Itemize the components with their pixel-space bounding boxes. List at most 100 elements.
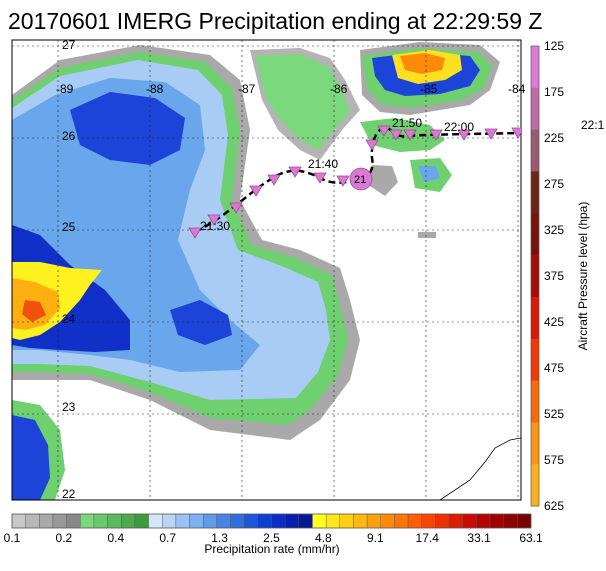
precip-color-swatch — [66, 513, 81, 529]
lat-label: 27 — [62, 38, 76, 52]
precip-color-swatch — [39, 513, 54, 529]
precip-tick-label: 63.1 — [519, 531, 543, 545]
precip-color-swatch — [230, 513, 245, 529]
pressure-color-swatch — [531, 296, 539, 340]
precip-tick-label: 33.1 — [467, 531, 491, 545]
pressure-tick-label: 375 — [544, 269, 564, 283]
precip-tick-labels: 0.1 0.2 0.4 0.7 1.3 2.5 4.8 9.1 17.4 33.1 63.1 — [4, 531, 543, 545]
pressure-tick-label: 475 — [544, 361, 564, 375]
precip-tick-label: 9.1 — [367, 531, 384, 545]
track-marker — [313, 172, 327, 184]
pressure-color-swatch — [531, 464, 539, 507]
precip-color-swatch — [52, 513, 67, 529]
lat-label: 23 — [62, 400, 76, 414]
precip-tick-label: 4.8 — [315, 531, 332, 545]
lon-label: -85 — [420, 82, 438, 96]
pressure-tick-label: 625 — [544, 499, 564, 513]
precip-color-swatch — [11, 513, 26, 529]
track-markers — [188, 125, 521, 239]
latitude-labels: 27 26 25 24 23 22 — [62, 38, 76, 501]
precip-color-swatch — [353, 513, 368, 529]
precip-color-swatch — [394, 513, 409, 529]
pressure-tick-label: 525 — [544, 407, 564, 421]
longitude-labels: -89 -88 -87 -86 -85 -84 — [56, 82, 526, 96]
track-marker — [249, 185, 263, 197]
pressure-tick-label: 175 — [544, 85, 564, 99]
track-marker — [377, 125, 391, 137]
pressure-colorbar-label: Aircraft Pressure level (hpa) — [576, 202, 590, 351]
overflow-time-label: 22:1 — [581, 118, 605, 132]
pressure-tick-label: 325 — [544, 223, 564, 237]
precip-color-swatch — [462, 513, 477, 529]
pressure-tick-label: 275 — [544, 177, 564, 191]
track-marker — [389, 129, 403, 141]
precip-color-swatch — [407, 513, 422, 529]
pressure-color-swatch — [531, 255, 539, 298]
precip-color-swatch — [189, 513, 204, 529]
precip-colorbar: 0.1 0.2 0.4 0.7 1.3 2.5 4.8 9.1 17.4 33.1 63.1 Pre… — [4, 513, 543, 556]
lat-label: 26 — [62, 129, 76, 143]
pressure-color-swatch — [531, 380, 539, 423]
map-title: 20170601 IMERG Precipitation ending at 2… — [8, 8, 543, 34]
track-marker — [267, 174, 281, 186]
precip-color-swatch — [421, 513, 436, 529]
precip-color-swatch — [243, 513, 259, 529]
lon-label: -84 — [508, 82, 526, 96]
precip-color-swatch — [380, 513, 395, 529]
lat-lon-grid — [12, 40, 521, 500]
precip-color-swatch — [271, 513, 286, 529]
waypoint-marker — [349, 167, 373, 191]
track-time-label: 21:40 — [308, 157, 338, 171]
precip-color-swatch — [284, 513, 300, 529]
lon-label: -87 — [238, 82, 256, 96]
lon-label: -88 — [146, 82, 164, 96]
pressure-color-swatch — [531, 46, 539, 89]
lat-label: 24 — [62, 312, 76, 326]
pressure-color-swatch — [531, 213, 539, 256]
pressure-tick-label: 575 — [544, 453, 564, 467]
track-time-label: 22:00 — [444, 120, 474, 134]
lon-label: -86 — [330, 82, 348, 96]
precip-color-swatch — [93, 513, 108, 529]
precip-color-swatch — [312, 513, 327, 529]
track-time-label: 21:50 — [392, 116, 422, 130]
precip-color-swatch — [435, 513, 450, 529]
precip-tick-label: 0.4 — [107, 531, 124, 545]
pressure-color-swatch — [531, 422, 539, 465]
precip-color-swatch — [476, 513, 491, 529]
precip-tick-label: 0.1 — [4, 531, 21, 545]
track-marker — [288, 166, 302, 178]
flight-track — [188, 125, 521, 239]
precip-color-swatch — [489, 513, 504, 529]
pressure-color-swatch — [531, 338, 539, 382]
precip-color-swatch — [175, 513, 190, 529]
precip-color-swatch — [80, 513, 95, 529]
precip-tick-label: 2.5 — [263, 531, 280, 545]
map-frame — [11, 39, 522, 501]
pressure-color-swatch — [531, 129, 539, 172]
track-marker — [229, 202, 243, 214]
precip-color-swatch — [298, 513, 313, 529]
pressure-colorbar: 125 175 225 275 325 375 425 475 525 575 625 Aircra… — [530, 39, 590, 513]
precip-tick-label: 17.4 — [416, 531, 440, 545]
precip-tick-label: 1.3 — [211, 531, 228, 545]
precip-tick-label: 0.2 — [56, 531, 73, 545]
precip-color-swatch — [25, 513, 40, 529]
track-marker — [403, 129, 417, 141]
pressure-tick-label: 425 — [544, 315, 564, 329]
track-marker — [511, 127, 521, 139]
lat-label: 25 — [62, 220, 76, 234]
track-marker — [365, 139, 379, 151]
precip-color-swatch — [148, 513, 163, 529]
track-marker — [207, 214, 221, 226]
pressure-tick-label: 225 — [544, 131, 564, 145]
precip-color-swatch — [121, 513, 136, 529]
precip-tick-label: 0.7 — [159, 531, 176, 545]
pressure-tick-labels: 125 175 225 275 325 375 425 475 525 575 625 — [544, 39, 564, 513]
track-marker — [484, 128, 498, 140]
track-marker — [457, 129, 471, 141]
track-time-label: 21:30 — [200, 219, 230, 233]
track-labels: 21:30 21:40 21:50 22:00 21 22:1 — [200, 116, 605, 233]
precip-color-swatch — [366, 513, 381, 529]
